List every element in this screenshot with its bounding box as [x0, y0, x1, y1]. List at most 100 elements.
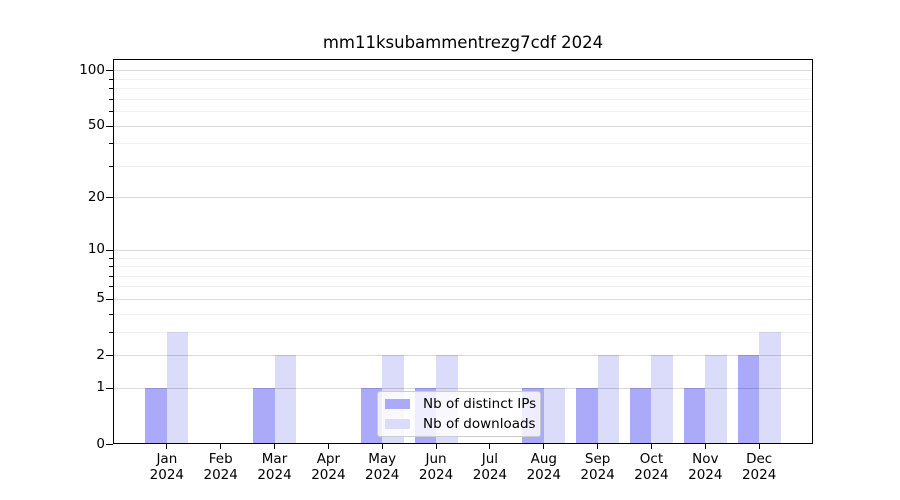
- x-tick-year: 2024: [526, 467, 561, 483]
- gridline-major: [113, 355, 813, 356]
- gridline-minor: [113, 165, 813, 167]
- x-tick-month: Mar: [261, 451, 288, 467]
- x-tick-month: Feb: [208, 451, 233, 467]
- y-axis-minor-tick-mark: [109, 165, 113, 167]
- y-axis-tick-label: 5: [96, 290, 105, 307]
- x-tick-year: 2024: [418, 467, 454, 483]
- y-axis-tick-label: 1: [96, 379, 105, 396]
- legend-label: Nb of distinct IPs: [423, 395, 537, 412]
- gridline-minor: [113, 257, 813, 259]
- gridline-minor: [113, 286, 813, 288]
- gridline-minor: [113, 313, 813, 315]
- y-axis-minor-tick-mark: [109, 111, 113, 113]
- x-axis-tick-label: Oct 2024: [623, 451, 679, 483]
- y-axis-minor-tick-mark: [109, 275, 113, 277]
- y-axis-tick-label: 2: [96, 346, 105, 363]
- gridline-minor: [113, 111, 813, 112]
- x-axis-tick-label: Jul 2024: [462, 451, 518, 483]
- gridline-minor: [113, 266, 813, 267]
- y-axis-tick-mark: [106, 298, 113, 300]
- x-axis-tick-label: Sep 2024: [570, 451, 626, 483]
- bar-downloads: [651, 355, 673, 444]
- x-tick-year: 2024: [365, 467, 400, 483]
- gridline-major: [113, 298, 813, 300]
- x-tick-month: Jun: [425, 451, 447, 467]
- legend: Nb of distinct IPs Nb of downloads: [377, 391, 541, 437]
- gridline-major: [113, 125, 813, 127]
- x-tick-month: Sep: [584, 451, 611, 467]
- legend-swatch: [385, 419, 410, 429]
- x-tick-month: Jan: [156, 451, 178, 467]
- bar-distinct-ips: [360, 387, 383, 444]
- gridline-minor: [113, 78, 813, 80]
- x-tick-year: 2024: [149, 467, 185, 483]
- y-axis-minor-tick-mark: [109, 286, 113, 288]
- x-axis-tick-mark: [597, 444, 599, 449]
- x-axis-tick-label: Dec 2024: [731, 451, 787, 483]
- legend-label: Nb of downloads: [423, 415, 536, 432]
- gridline-minor: [113, 88, 813, 90]
- y-axis-minor-tick-mark: [109, 98, 113, 100]
- y-axis-tick-mark: [106, 444, 113, 445]
- y-axis-minor-tick-mark: [109, 78, 113, 80]
- x-tick-year: 2024: [688, 467, 723, 483]
- bar-distinct-ips: [253, 387, 275, 444]
- y-axis-tick-label: 20: [87, 188, 105, 205]
- gridline-minor: [113, 143, 813, 145]
- y-axis-minor-tick-mark: [109, 88, 113, 90]
- gridline-minor: [113, 331, 813, 333]
- bar-downloads: [705, 355, 727, 444]
- chart-title: mm11ksubammentrezg7cdf 2024: [322, 33, 604, 52]
- gridline-major: [113, 249, 813, 251]
- y-axis-tick-label: 50: [87, 117, 105, 134]
- x-axis-tick-mark: [381, 444, 383, 449]
- legend-item: Nb of distinct IPs: [385, 395, 540, 412]
- x-axis-tick-label: Jun 2024: [408, 451, 464, 483]
- x-tick-month: Oct: [639, 451, 664, 467]
- x-axis-tick-mark: [327, 444, 329, 449]
- plot-area: [113, 59, 813, 444]
- x-tick-month: Jul: [481, 451, 499, 467]
- y-axis-minor-tick-mark: [109, 266, 113, 268]
- y-axis-minor-tick-mark: [109, 257, 113, 259]
- bar-downloads: [166, 331, 189, 444]
- x-axis-tick-label: Jan 2024: [139, 451, 195, 483]
- bar-distinct-ips: [683, 387, 706, 444]
- x-tick-year: 2024: [203, 467, 238, 483]
- bar-distinct-ips: [576, 387, 598, 444]
- y-axis-tick-label: 10: [87, 241, 105, 258]
- bar-distinct-ips: [737, 355, 760, 444]
- x-axis-tick-label: Aug 2024: [516, 451, 572, 483]
- x-axis-tick-label: Nov 2024: [677, 451, 733, 483]
- y-axis-minor-tick-mark: [109, 143, 113, 145]
- x-tick-month: Aug: [530, 451, 557, 467]
- bar-downloads: [597, 355, 620, 444]
- x-tick-month: Dec: [746, 451, 773, 467]
- x-axis-tick-mark: [704, 444, 706, 449]
- x-tick-month: May: [368, 451, 397, 467]
- x-axis-tick-mark: [274, 444, 276, 449]
- x-tick-year: 2024: [311, 467, 346, 483]
- y-axis-tick-mark: [106, 125, 113, 127]
- x-tick-year: 2024: [741, 467, 777, 483]
- gridline-minor: [113, 275, 813, 277]
- y-axis-minor-tick-mark: [109, 313, 113, 315]
- y-axis-tick-mark: [106, 387, 113, 389]
- legend-item: Nb of downloads: [385, 415, 540, 432]
- bar-downloads: [759, 331, 781, 444]
- bar-downloads: [543, 387, 566, 444]
- x-axis-tick-mark: [435, 444, 437, 449]
- y-axis-tick-mark: [106, 355, 113, 357]
- gridline-major: [113, 70, 813, 72]
- y-axis-tick-mark: [106, 197, 113, 199]
- x-tick-month: Apr: [316, 451, 341, 467]
- y-axis-tick-label: 100: [79, 61, 105, 78]
- x-axis-tick-label: Apr 2024: [300, 451, 356, 483]
- gridline-minor: [113, 98, 813, 100]
- x-axis-tick-mark: [489, 444, 491, 449]
- x-axis-tick-label: Feb 2024: [193, 451, 249, 483]
- gridline-major: [113, 197, 813, 199]
- x-axis-tick-mark: [166, 444, 168, 449]
- y-axis-tick-label: 0: [96, 435, 105, 452]
